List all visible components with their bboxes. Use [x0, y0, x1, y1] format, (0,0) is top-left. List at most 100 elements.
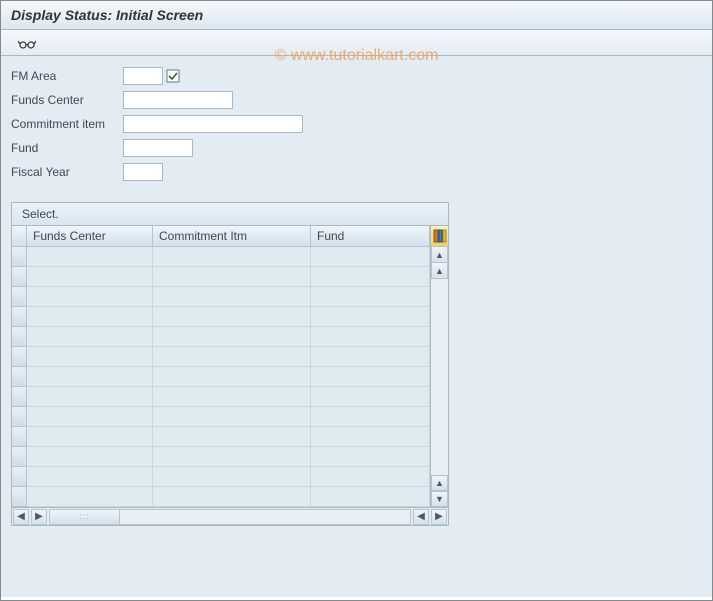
- cell-funds-center[interactable]: [27, 367, 153, 386]
- row-selector[interactable]: [12, 407, 26, 427]
- content-area: FM Area Funds Center Commitment item Fun…: [1, 56, 712, 597]
- table-configure-button[interactable]: [431, 226, 448, 247]
- cell-fund[interactable]: [311, 467, 430, 486]
- triangle-left-icon: ◀: [417, 511, 425, 522]
- cell-fund[interactable]: [311, 247, 430, 266]
- cell-funds-center[interactable]: [27, 267, 153, 286]
- fiscal-year-label: Fiscal Year: [11, 165, 123, 179]
- scroll-up-button[interactable]: ▲: [431, 247, 448, 263]
- row-selector[interactable]: [12, 267, 26, 287]
- row-selector[interactable]: [12, 327, 26, 347]
- scroll-right-button-2[interactable]: ◀: [413, 509, 429, 525]
- table-row[interactable]: [27, 407, 430, 427]
- cell-commitment-itm[interactable]: [153, 407, 311, 426]
- row-selector[interactable]: [12, 287, 26, 307]
- cell-fund[interactable]: [311, 387, 430, 406]
- cell-fund[interactable]: [311, 407, 430, 426]
- table-row[interactable]: [27, 287, 430, 307]
- fm-area-input[interactable]: [123, 67, 163, 85]
- cell-funds-center[interactable]: [27, 307, 153, 326]
- cell-commitment-itm[interactable]: [153, 327, 311, 346]
- row-selector[interactable]: [12, 347, 26, 367]
- cell-funds-center[interactable]: [27, 447, 153, 466]
- display-button[interactable]: [11, 34, 43, 52]
- cell-funds-center[interactable]: [27, 387, 153, 406]
- table-row[interactable]: [27, 247, 430, 267]
- cell-commitment-itm[interactable]: [153, 247, 311, 266]
- cell-commitment-itm[interactable]: [153, 347, 311, 366]
- horizontal-scroll-thumb[interactable]: :::: [50, 510, 120, 524]
- table-row[interactable]: [27, 387, 430, 407]
- cell-commitment-itm[interactable]: [153, 367, 311, 386]
- table-row[interactable]: [27, 367, 430, 387]
- commitment-item-input[interactable]: [123, 115, 303, 133]
- scroll-up-button-2[interactable]: ▲: [431, 263, 448, 279]
- row-selector[interactable]: [12, 467, 26, 487]
- table-right-column: ▲ ▲ ▲ ▼: [430, 226, 448, 507]
- scroll-left-button-2[interactable]: ▶: [31, 509, 47, 525]
- triangle-right-icon: ▶: [35, 511, 43, 522]
- cell-fund[interactable]: [311, 427, 430, 446]
- form-row-fund: Fund: [11, 138, 702, 158]
- cell-funds-center[interactable]: [27, 407, 153, 426]
- application-toolbar: [1, 30, 712, 56]
- cell-fund[interactable]: [311, 287, 430, 306]
- row-selector[interactable]: [12, 487, 26, 507]
- cell-commitment-itm[interactable]: [153, 267, 311, 286]
- row-selector[interactable]: [12, 447, 26, 467]
- cell-funds-center[interactable]: [27, 327, 153, 346]
- triangle-down-icon: ▲: [435, 478, 444, 488]
- row-selector[interactable]: [12, 307, 26, 327]
- fiscal-year-input[interactable]: [123, 163, 163, 181]
- cell-fund[interactable]: [311, 447, 430, 466]
- table-row[interactable]: [27, 307, 430, 327]
- cell-fund[interactable]: [311, 267, 430, 286]
- cell-fund[interactable]: [311, 487, 430, 506]
- cell-commitment-itm[interactable]: [153, 307, 311, 326]
- column-header-fund[interactable]: Fund: [311, 226, 430, 246]
- cell-commitment-itm[interactable]: [153, 287, 311, 306]
- cell-fund[interactable]: [311, 347, 430, 366]
- row-selector-column: [12, 226, 27, 507]
- table-row[interactable]: [27, 487, 430, 507]
- scroll-right-button[interactable]: ▶: [431, 509, 447, 525]
- table-row[interactable]: [27, 347, 430, 367]
- cell-fund[interactable]: [311, 307, 430, 326]
- table-row[interactable]: [27, 427, 430, 447]
- table-row[interactable]: [27, 447, 430, 467]
- scroll-down-button-2[interactable]: ▲: [431, 475, 448, 491]
- fund-label: Fund: [11, 141, 123, 155]
- row-selector[interactable]: [12, 247, 26, 267]
- cell-funds-center[interactable]: [27, 347, 153, 366]
- row-selector[interactable]: [12, 367, 26, 387]
- fund-input[interactable]: [123, 139, 193, 157]
- scroll-left-button[interactable]: ◀: [13, 509, 29, 525]
- table-row[interactable]: [27, 327, 430, 347]
- cell-commitment-itm[interactable]: [153, 447, 311, 466]
- fm-area-search-help-button[interactable]: [165, 68, 181, 84]
- cell-commitment-itm[interactable]: [153, 427, 311, 446]
- table-row[interactable]: [27, 467, 430, 487]
- column-header-funds-center[interactable]: Funds Center: [27, 226, 153, 246]
- cell-funds-center[interactable]: [27, 287, 153, 306]
- cell-fund[interactable]: [311, 327, 430, 346]
- triangle-right-icon: ▶: [435, 511, 443, 522]
- cell-commitment-itm[interactable]: [153, 487, 311, 506]
- vertical-scrollbar[interactable]: ▲ ▲ ▲ ▼: [431, 247, 448, 507]
- cell-funds-center[interactable]: [27, 427, 153, 446]
- cell-commitment-itm[interactable]: [153, 467, 311, 486]
- row-selector[interactable]: [12, 427, 26, 447]
- cell-funds-center[interactable]: [27, 467, 153, 486]
- cell-funds-center[interactable]: [27, 487, 153, 506]
- funds-center-input[interactable]: [123, 91, 233, 109]
- cell-funds-center[interactable]: [27, 247, 153, 266]
- cell-fund[interactable]: [311, 367, 430, 386]
- column-header-commitment-itm[interactable]: Commitment Itm: [153, 226, 311, 246]
- row-selector[interactable]: [12, 387, 26, 407]
- horizontal-scroll-track[interactable]: :::: [49, 509, 411, 525]
- commitment-item-label: Commitment item: [11, 117, 123, 131]
- cell-commitment-itm[interactable]: [153, 387, 311, 406]
- scroll-down-button[interactable]: ▼: [431, 491, 448, 507]
- table-row[interactable]: [27, 267, 430, 287]
- search-help-icon: [166, 69, 180, 83]
